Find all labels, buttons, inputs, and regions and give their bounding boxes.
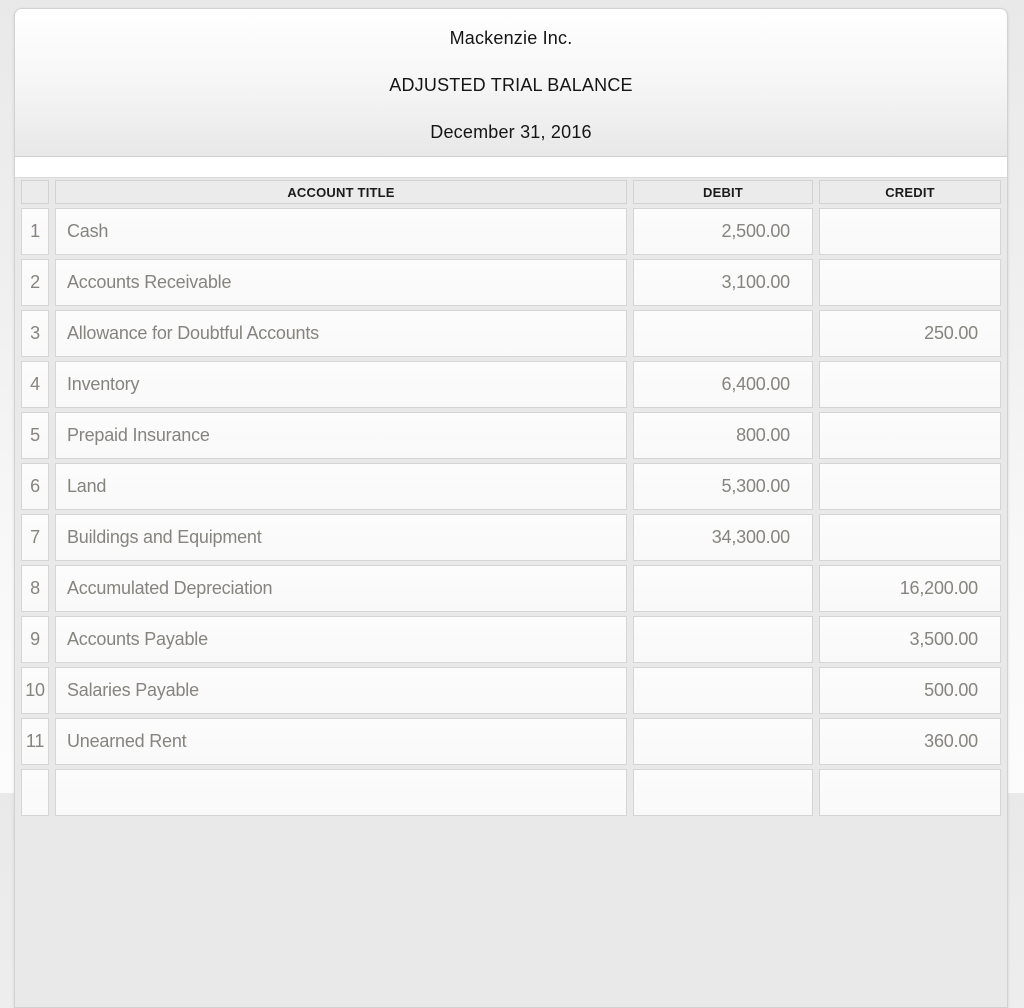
account-title-header: ACCOUNT TITLE: [55, 180, 627, 204]
trial-balance-body: 1 Cash 2,500.00 2 Accounts Receivable 3,…: [21, 208, 1001, 816]
account-title-cell[interactable]: Accounts Payable: [55, 616, 627, 663]
account-title-cell[interactable]: Salaries Payable: [55, 667, 627, 714]
debit-cell[interactable]: 34,300.00: [633, 514, 813, 561]
debit-cell[interactable]: 3,100.00: [633, 259, 813, 306]
row-number-cell: 6: [21, 463, 49, 510]
row-number-cell: 5: [21, 412, 49, 459]
credit-cell[interactable]: 3,500.00: [819, 616, 1001, 663]
account-title-cell[interactable]: Land: [55, 463, 627, 510]
debit-cell[interactable]: 6,400.00: [633, 361, 813, 408]
account-title-cell[interactable]: Accounts Receivable: [55, 259, 627, 306]
account-title-cell[interactable]: Accumulated Depreciation: [55, 565, 627, 612]
credit-cell[interactable]: 500.00: [819, 667, 1001, 714]
credit-cell[interactable]: [819, 361, 1001, 408]
row-number-cell: 10: [21, 667, 49, 714]
row-number-cell: 1: [21, 208, 49, 255]
credit-cell[interactable]: [819, 463, 1001, 510]
debit-cell[interactable]: [633, 718, 813, 765]
table-row: 6 Land 5,300.00: [21, 463, 1001, 510]
row-number-cell: 7: [21, 514, 49, 561]
debit-cell[interactable]: [633, 565, 813, 612]
table-row: 9 Accounts Payable 3,500.00: [21, 616, 1001, 663]
row-number-cell: 9: [21, 616, 49, 663]
account-title-cell[interactable]: Unearned Rent: [55, 718, 627, 765]
row-number-cell: 11: [21, 718, 49, 765]
row-number-cell: 4: [21, 361, 49, 408]
debit-cell[interactable]: 2,500.00: [633, 208, 813, 255]
account-title-cell[interactable]: Inventory: [55, 361, 627, 408]
table-row: 1 Cash 2,500.00: [21, 208, 1001, 255]
debit-cell[interactable]: [633, 310, 813, 357]
table-row: 11 Unearned Rent 360.00: [21, 718, 1001, 765]
debit-header: DEBIT: [633, 180, 813, 204]
credit-cell[interactable]: [819, 208, 1001, 255]
debit-cell[interactable]: 5,300.00: [633, 463, 813, 510]
debit-cell[interactable]: [633, 667, 813, 714]
table-row: 10 Salaries Payable 500.00: [21, 667, 1001, 714]
credit-cell[interactable]: 250.00: [819, 310, 1001, 357]
table-row: 3 Allowance for Doubtful Accounts 250.00: [21, 310, 1001, 357]
report-header: Mackenzie Inc. ADJUSTED TRIAL BALANCE De…: [15, 9, 1007, 157]
credit-cell[interactable]: 16,200.00: [819, 565, 1001, 612]
table-row: 5 Prepaid Insurance 800.00: [21, 412, 1001, 459]
account-title-cell[interactable]: Cash: [55, 208, 627, 255]
table-row: 7 Buildings and Equipment 34,300.00: [21, 514, 1001, 561]
account-title-cell[interactable]: Prepaid Insurance: [55, 412, 627, 459]
debit-cell[interactable]: 800.00: [633, 412, 813, 459]
account-title-cell[interactable]: Allowance for Doubtful Accounts: [55, 310, 627, 357]
credit-header: CREDIT: [819, 180, 1001, 204]
credit-cell[interactable]: [819, 514, 1001, 561]
report-date: December 31, 2016: [430, 122, 592, 142]
header-spacer: [15, 157, 1007, 178]
company-name: Mackenzie Inc.: [449, 28, 573, 48]
credit-cell[interactable]: [819, 259, 1001, 306]
row-number-cell: 8: [21, 565, 49, 612]
report-title: ADJUSTED TRIAL BALANCE: [389, 75, 633, 95]
debit-cell[interactable]: [633, 616, 813, 663]
account-title-cell[interactable]: Buildings and Equipment: [55, 514, 627, 561]
table-row: 2 Accounts Receivable 3,100.00: [21, 259, 1001, 306]
table-header-row: ACCOUNT TITLE DEBIT CREDIT: [21, 180, 1001, 204]
row-number-header: [21, 180, 49, 204]
row-number-cell: 2: [21, 259, 49, 306]
table-row: 8 Accumulated Depreciation 16,200.00: [21, 565, 1001, 612]
table-row: 4 Inventory 6,400.00: [21, 361, 1001, 408]
credit-cell[interactable]: 360.00: [819, 718, 1001, 765]
trial-balance-card: Mackenzie Inc. ADJUSTED TRIAL BALANCE De…: [14, 8, 1008, 1008]
row-number-cell: 3: [21, 310, 49, 357]
trial-balance-table: ACCOUNT TITLE DEBIT CREDIT 1 Cash 2,500.…: [15, 176, 1007, 820]
credit-cell[interactable]: [819, 412, 1001, 459]
